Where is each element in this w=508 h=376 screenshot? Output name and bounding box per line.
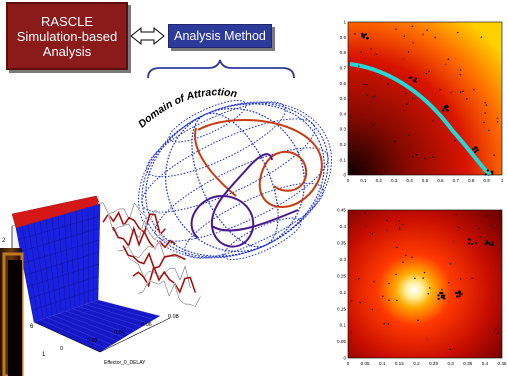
rascle-subtitle: Simulation-based <box>16 28 118 44</box>
stability-boundary-line <box>349 62 492 177</box>
x-tick-label: 0.6 <box>437 178 444 183</box>
analysis-method-label: Analysis Method <box>174 29 266 43</box>
surface-x-ticks: 0 0.02 0.04 0.06 0.08 <box>60 314 179 352</box>
y-tick-label: 0.7 <box>340 66 347 71</box>
y-tick-label: 0.8 <box>340 50 347 55</box>
x-tick-label: 0.8 <box>468 178 475 183</box>
surface-x-tick: 0.04 <box>114 330 125 336</box>
double-arrow-icon <box>130 26 165 46</box>
x-tick-label: 0.2 <box>376 178 383 183</box>
trajectory-purple <box>190 153 299 248</box>
y-tick-label: 1 <box>343 20 346 25</box>
y-tick-label: 1 <box>42 352 46 358</box>
x-tick-label: 0 <box>347 361 350 366</box>
y-tick-label: 0.2 <box>340 290 347 295</box>
y-tick-label: 0 <box>343 173 346 178</box>
y-tick-label: 0.6 <box>340 81 347 86</box>
rascle-title: RASCLE <box>40 13 94 29</box>
curly-brace <box>147 59 295 79</box>
heatmap-top-ticks: 0 0.1 0.2 0.3 0.4 0.5 0.6 0.7 0.8 0.9 1 0 0.1 0.2 0.3 0… <box>340 20 504 183</box>
surface-plot <box>11 195 202 353</box>
x-tick-label: 0.05 <box>361 361 370 366</box>
x-tick-label: 0.9 <box>483 178 490 183</box>
x-tick-label: 0.5 <box>422 178 429 183</box>
x-tick-label: 0.1 <box>360 178 367 183</box>
y-tick-label: 0 <box>343 356 346 361</box>
surface-x-tick: 0 <box>60 346 63 352</box>
x-tick-label: 0.3 <box>391 178 398 183</box>
y-tick-label: 0.45 <box>337 208 346 213</box>
x-tick-label: 0.1 <box>379 361 386 366</box>
trajectory-red <box>194 119 323 208</box>
surface-x-tick: 0.02 <box>87 338 98 344</box>
x-tick-label: 0.7 <box>453 178 460 183</box>
y-tick-label: 0.05 <box>337 339 346 344</box>
y-tick-label: 0.9 <box>340 35 347 40</box>
y-tick-label: 0.3 <box>340 127 347 132</box>
rascle-subtitle-2: Analysis <box>42 43 92 59</box>
z-tick-label: 2 <box>2 238 6 244</box>
y-tick-label: 0.4 <box>340 224 347 229</box>
y-tick-label: 0.25 <box>337 273 346 278</box>
x-tick-label: 0.15 <box>395 361 404 366</box>
heatmap-top <box>347 21 503 177</box>
x-tick-label: 0 <box>347 178 350 183</box>
y-tick-label: 0.3 <box>340 257 347 262</box>
framed-photo <box>0 248 24 376</box>
x-tick-label: 0.35 <box>463 361 472 366</box>
y-tick-label: 0.35 <box>337 240 346 245</box>
y-tick-label: 6 <box>30 324 34 330</box>
x-tick-label: 0.25 <box>429 361 438 366</box>
x-tick-label: 1 <box>501 178 504 183</box>
rascle-simulation-box: RASCLE Simulation-based Analysis <box>6 2 128 70</box>
y-tick-label: 0.2 <box>340 142 347 147</box>
x-tick-label: 0.4 <box>482 361 489 366</box>
x-tick-label: 0.2 <box>413 361 420 366</box>
y-tick-label: 0.5 <box>340 96 347 101</box>
x-tick-label: 0.4 <box>406 178 413 183</box>
y-tick-label: 0.1 <box>340 157 347 162</box>
y-tick-label: 0.4 <box>340 111 347 116</box>
x-tick-label: 0.45 <box>498 361 507 366</box>
surface-x-axis-label: Effector_0_DELAY <box>104 360 146 366</box>
surface-x-tick: 0.08 <box>168 314 179 320</box>
y-tick-label: 0.1 <box>340 323 347 328</box>
analysis-method-box: Analysis Method <box>168 24 272 48</box>
heatmap-bottom-ticks: 0 0.05 0.1 0.15 0.2 0.25 0.3 0.35 0.4 0.45 0 0.05 0.… <box>337 208 507 366</box>
x-tick-label: 0.3 <box>447 361 454 366</box>
surface-x-tick: 0.06 <box>141 322 152 328</box>
heatmap-bottom <box>347 209 503 359</box>
y-tick-label: 0.15 <box>337 306 346 311</box>
